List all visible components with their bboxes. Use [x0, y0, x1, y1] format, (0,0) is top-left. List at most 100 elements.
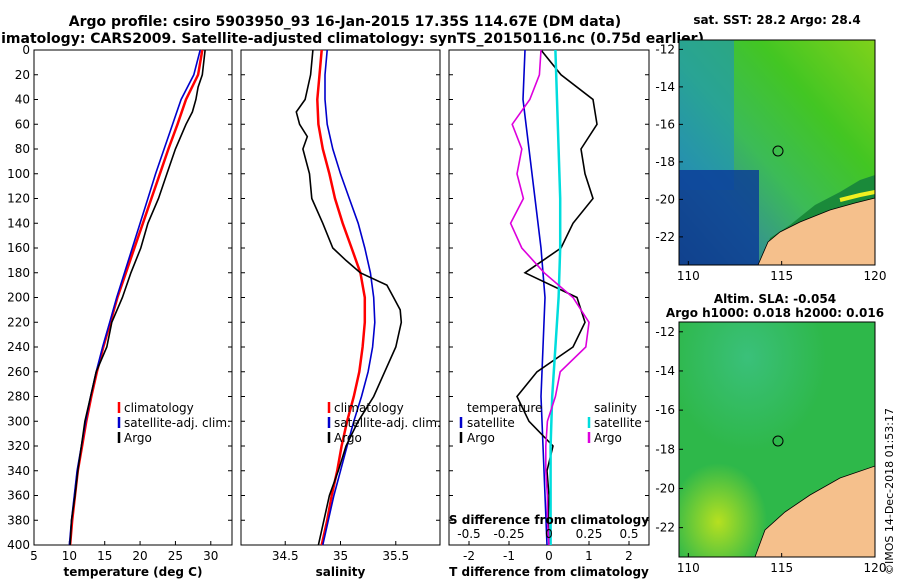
- legend-label: Argo: [334, 431, 362, 445]
- y-tick-label: 320: [7, 439, 30, 453]
- series-climatology: [316, 49, 367, 546]
- y-tick-label: 140: [7, 216, 30, 230]
- title-line-2: Climatology: CARS2009. Satellite-adjuste…: [0, 31, 704, 47]
- legend-label: satellite: [594, 416, 642, 430]
- y-tick-label: 120: [7, 192, 30, 206]
- panel-frame-differences: [448, 49, 650, 546]
- map-x-tick-label: 115: [770, 561, 793, 575]
- sst-cool-patch: [679, 40, 734, 190]
- legend-label: satellite-adj. clim.: [334, 416, 441, 430]
- x-tick-label: 0: [545, 549, 553, 563]
- map-x-tick-label: 115: [770, 269, 793, 283]
- title-line-1: Argo profile: csiro 5903950_93 16-Jan-20…: [69, 14, 621, 30]
- map-y-tick-label: -14: [655, 80, 675, 94]
- x-tick-label: 35: [333, 549, 348, 563]
- y-tick-label: 360: [7, 489, 30, 503]
- map-title: Altim. SLA: -0.054: [714, 292, 836, 306]
- x-tick-label: -1: [503, 549, 515, 563]
- map-subtitle: Argo h1000: 0.018 h2000: 0.016: [666, 306, 884, 320]
- series-s-satellite: [549, 49, 562, 545]
- series-t-satellite: [522, 49, 548, 546]
- x-tick-label: 10: [62, 549, 77, 563]
- sst-map: -12 -14 -16 -18 -20 -22 110 115 120 sat. SST: 28.…: [655, 13, 886, 283]
- y-tick-label: 400: [7, 538, 30, 552]
- y-tick-label: 100: [7, 167, 30, 181]
- watermark: ©IMOS 14-Dec-2018 01:53:17: [883, 408, 896, 575]
- legend-label: climatology: [334, 401, 404, 415]
- x-tick-label: 34.5: [272, 549, 299, 563]
- y-tick-label: 200: [7, 291, 30, 305]
- map-y-tick-label: -20: [655, 192, 675, 206]
- float-marker: [772, 145, 784, 157]
- y-tick-label: 220: [7, 315, 30, 329]
- secondary-tick-label: 0: [545, 527, 553, 541]
- map-x-tick-label: 120: [864, 561, 887, 575]
- map-y-tick-label: -22: [655, 230, 675, 244]
- legend-label: satellite: [467, 416, 515, 430]
- y-tick-label: 0: [22, 43, 30, 57]
- y-tick-label: 40: [15, 93, 30, 107]
- map-y-tick-label: -22: [655, 521, 675, 535]
- secondary-axis-label: S difference from climatology: [449, 513, 649, 527]
- map-y-tick-label: -14: [655, 364, 675, 378]
- map-y-tick-label: -12: [655, 42, 675, 56]
- salinity-panel: 34.5 35 35.5 salinity climatologysatellite-a…: [240, 49, 441, 579]
- x-tick-label: 25: [168, 549, 183, 563]
- x-axis-label: T difference from climatology: [449, 565, 649, 579]
- sst-map-frame: [678, 39, 876, 266]
- y-tick-label: 340: [7, 464, 30, 478]
- y-tick-label: 240: [7, 340, 30, 354]
- difference-panel: -2 -1 0 1 2 T difference from climatology temp…: [448, 49, 650, 579]
- y-tick-label: 300: [7, 414, 30, 428]
- legend-label: Argo: [594, 431, 622, 445]
- legend-label: Argo: [467, 431, 495, 445]
- y-tick-label: 260: [7, 365, 30, 379]
- map-x-tick-label: 110: [677, 269, 700, 283]
- series-satellite-adj-clim-: [322, 49, 376, 546]
- y-tick-label: 60: [15, 117, 30, 131]
- y-tick-label: 20: [15, 68, 30, 82]
- secondary-tick-label: 0.5: [619, 527, 638, 541]
- x-tick-label: 15: [97, 549, 112, 563]
- sla-map-frame: [678, 321, 876, 558]
- x-tick-label: 5: [30, 549, 38, 563]
- y-tick-label: 80: [15, 142, 30, 156]
- x-tick-label: 35.5: [382, 549, 409, 563]
- series-s-argo: [509, 49, 590, 546]
- sst-warm-coast: [839, 190, 876, 202]
- sla-map: -12 -14 -16 -18 -20 -22 110 115 120 Altim. SLA: -…: [655, 292, 886, 575]
- secondary-tick-label: 0.25: [576, 527, 603, 541]
- legend-temp-title: temperature: [467, 401, 542, 415]
- x-tick-label: 30: [203, 549, 218, 563]
- x-tick-label: 1: [585, 549, 593, 563]
- x-tick-label: 20: [132, 549, 147, 563]
- y-tick-label: 180: [7, 266, 30, 280]
- map-y-tick-label: -12: [655, 325, 675, 339]
- x-tick-label: 2: [625, 549, 633, 563]
- map-y-tick-label: -20: [655, 481, 675, 495]
- panel-frame-temperature: [33, 49, 233, 546]
- series-argo: [295, 49, 403, 546]
- legend-sal-title: salinity: [594, 401, 637, 415]
- series-t-argo: [516, 49, 598, 546]
- y-tick-label: 380: [7, 513, 30, 527]
- map-y-tick-label: -18: [655, 155, 675, 169]
- map-y-tick-label: -16: [655, 403, 675, 417]
- map-y-tick-label: -18: [655, 442, 675, 456]
- x-axis-label: salinity: [316, 565, 366, 579]
- series-argo: [69, 49, 206, 546]
- secondary-tick-label: -0.25: [493, 527, 524, 541]
- map-x-tick-label: 110: [677, 561, 700, 575]
- legend-label: Argo: [124, 431, 152, 445]
- temperature-panel: 0 20 40 60 80 100 120 140 160 180 200 220 240 260 280 3…: [7, 43, 233, 579]
- legend-label: satellite-adj. clim.: [124, 416, 231, 430]
- y-tick-label: 160: [7, 241, 30, 255]
- float-marker-sla: [772, 435, 784, 447]
- secondary-tick-label: -0.5: [457, 527, 480, 541]
- legend-label: climatology: [124, 401, 194, 415]
- x-tick-label: -2: [463, 549, 475, 563]
- x-axis-label: temperature (deg C): [64, 565, 203, 579]
- y-tick-label: 280: [7, 390, 30, 404]
- map-title: sat. SST: 28.2 Argo: 28.4: [693, 13, 860, 27]
